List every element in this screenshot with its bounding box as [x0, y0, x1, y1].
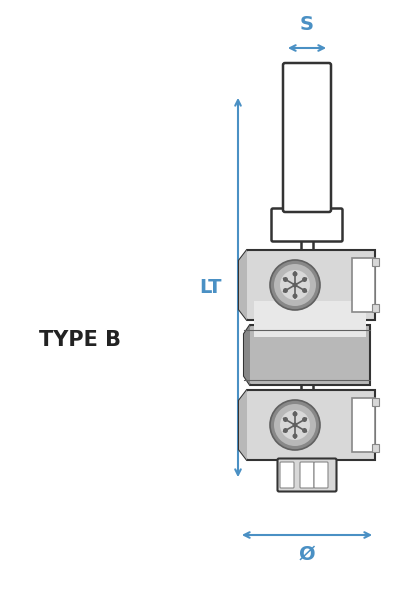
Bar [372, 398, 379, 406]
Bar [372, 444, 379, 452]
FancyBboxPatch shape [272, 209, 342, 242]
Polygon shape [239, 250, 375, 320]
Polygon shape [239, 390, 247, 460]
Circle shape [292, 293, 297, 298]
Text: Ø: Ø [299, 545, 315, 564]
Circle shape [270, 400, 320, 450]
Bar [372, 258, 379, 266]
Circle shape [283, 288, 288, 293]
Polygon shape [239, 250, 247, 320]
FancyBboxPatch shape [283, 63, 331, 212]
Circle shape [292, 412, 297, 417]
FancyBboxPatch shape [280, 462, 294, 488]
Text: LT: LT [200, 278, 222, 297]
Bar [372, 304, 379, 312]
Circle shape [274, 404, 316, 446]
Circle shape [302, 277, 307, 282]
Bar [352, 398, 375, 452]
Bar [254, 301, 366, 337]
Circle shape [274, 264, 316, 306]
FancyBboxPatch shape [277, 459, 337, 492]
Circle shape [283, 428, 288, 433]
Circle shape [302, 417, 307, 422]
Circle shape [302, 428, 307, 433]
Polygon shape [244, 325, 370, 385]
FancyBboxPatch shape [300, 462, 314, 488]
Circle shape [283, 277, 288, 282]
Text: S: S [300, 15, 314, 34]
Circle shape [280, 410, 310, 440]
FancyBboxPatch shape [314, 462, 328, 488]
Text: TYPE B: TYPE B [39, 330, 121, 350]
Circle shape [292, 423, 297, 428]
Circle shape [280, 270, 310, 300]
Circle shape [283, 417, 288, 422]
Circle shape [270, 260, 320, 310]
Circle shape [292, 434, 297, 439]
Polygon shape [239, 390, 375, 460]
Circle shape [302, 288, 307, 293]
Circle shape [292, 271, 297, 276]
Bar [352, 258, 375, 312]
Circle shape [292, 282, 297, 287]
Polygon shape [244, 325, 250, 385]
